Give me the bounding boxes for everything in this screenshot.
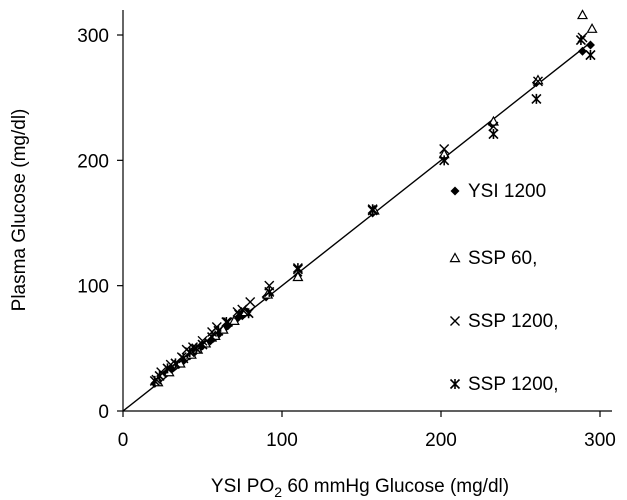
y-tick-label: 300 [77, 26, 109, 47]
legend-marker-triangle [451, 254, 460, 262]
x-axis-title-subscript: 2 [274, 484, 282, 500]
data-point-triangle [588, 24, 597, 32]
x-axis-title: YSI PO2 60 mmHg Glucose (mg/dl) [211, 476, 509, 500]
legend-label: SSP 1200, [468, 311, 559, 332]
x-tick-label: 0 [118, 430, 129, 451]
x-axis-title-part-1: YSI PO [211, 476, 274, 497]
legend-marker-diamond [451, 187, 460, 196]
y-tick-label: 200 [77, 151, 109, 172]
x-tick-label: 100 [266, 430, 298, 451]
data-point-triangle [578, 10, 587, 18]
data-point-asterisk [489, 129, 498, 139]
data-point-asterisk [293, 263, 302, 273]
y-tick-label: 0 [98, 402, 109, 423]
data-point-triangle [533, 76, 542, 84]
y-tick-label: 100 [77, 277, 109, 298]
x-tick-label: 300 [584, 430, 616, 451]
y-axis-title: Plasma Glucose (mg/dl) [9, 109, 30, 312]
legend-marker-x [451, 317, 460, 326]
legend-label: SSP 60, [468, 248, 537, 269]
data-point-asterisk [222, 317, 231, 327]
legend-label: SSP 1200, [468, 374, 559, 395]
x-tick-label: 200 [425, 430, 457, 451]
x-axis-title-part-2: 60 mmHg Glucose (mg/dl) [282, 476, 509, 497]
data-point-asterisk [586, 50, 595, 60]
data-point-x [246, 297, 255, 306]
data-point-asterisk [532, 94, 541, 104]
legend: YSI 1200 SSP 60, SSP 1200, SSP 1200, [451, 181, 559, 395]
legend-label: YSI 1200 [468, 181, 546, 202]
legend-marker-asterisk [451, 379, 460, 389]
data-point-diamond [586, 41, 595, 50]
